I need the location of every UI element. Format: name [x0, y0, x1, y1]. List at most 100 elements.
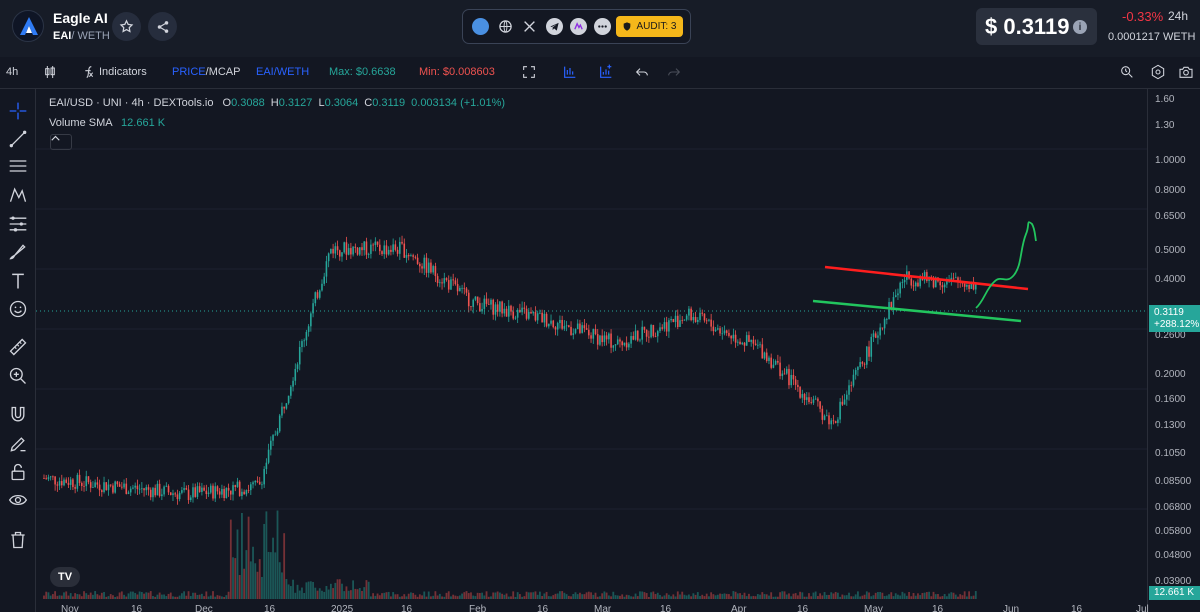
- fx-icon[interactable]: [80, 64, 96, 80]
- trash-icon[interactable]: [8, 530, 28, 550]
- volume-bar: [152, 595, 154, 599]
- candle-body: [688, 308, 690, 316]
- candle-body: [118, 484, 121, 487]
- tradingview-logo[interactable]: TV: [50, 567, 80, 587]
- bar-chart-icon[interactable]: [562, 64, 578, 80]
- fullscreen-icon[interactable]: [521, 64, 537, 80]
- volume-bar: [897, 594, 899, 599]
- candle-body: [643, 326, 646, 330]
- candle-body: [703, 313, 706, 321]
- collapse-legend-button[interactable]: [50, 134, 72, 150]
- unlock-icon[interactable]: [8, 462, 28, 482]
- camera-icon[interactable]: [1178, 64, 1194, 80]
- trend-line-icon[interactable]: [8, 129, 28, 149]
- candle-body: [58, 481, 61, 486]
- volume-bar: [725, 593, 728, 599]
- chart-legend: EAI/USD · UNI · 4h · DEXTools.io O0.3088…: [49, 97, 505, 109]
- candle-body: [390, 249, 392, 252]
- legend-change: 0.003134 (+1.01%): [411, 97, 506, 109]
- indicators-button[interactable]: Indicators: [99, 66, 147, 78]
- price-mcap-toggle[interactable]: PRICE/MCAP: [172, 66, 240, 78]
- quick-search-icon[interactable]: [1119, 64, 1135, 80]
- candle-body: [63, 479, 65, 486]
- pattern-icon[interactable]: [8, 185, 28, 205]
- candle-body: [414, 256, 417, 258]
- volume-bar: [352, 580, 355, 599]
- volume-bar: [427, 591, 430, 599]
- magnet-icon[interactable]: [8, 405, 28, 425]
- volume-bar: [405, 596, 408, 599]
- candle-body: [294, 368, 297, 381]
- eye-icon[interactable]: [8, 490, 28, 510]
- brush-icon[interactable]: [8, 242, 28, 262]
- price-axis[interactable]: 1.60 1.30 1.0000 0.8000 0.6500 0.5000 0.4000 0.…: [1147, 89, 1200, 612]
- more-icon[interactable]: [594, 18, 611, 35]
- candle-body: [52, 476, 54, 478]
- volume-bar: [98, 595, 101, 599]
- candle-body: [112, 485, 114, 493]
- website-icon[interactable]: [472, 18, 489, 35]
- candle-body: [628, 343, 630, 348]
- candle-body: [447, 280, 450, 290]
- redo-icon[interactable]: [666, 64, 682, 80]
- volume-bar: [721, 593, 724, 599]
- ruler-icon[interactable]: [8, 337, 28, 357]
- volume-bar: [238, 575, 241, 599]
- candle-body: [183, 488, 185, 491]
- candle-body: [681, 320, 684, 322]
- volume-bar: [334, 582, 337, 599]
- price-mcap-separator: /: [205, 66, 209, 78]
- globe-icon[interactable]: [497, 18, 514, 35]
- emoji-icon[interactable]: [8, 299, 28, 319]
- candle-type-icon[interactable]: [42, 64, 58, 80]
- time-tick: 16: [797, 604, 809, 612]
- volume-bar: [696, 592, 699, 599]
- candle-body: [883, 319, 886, 329]
- text-icon[interactable]: [8, 271, 28, 291]
- volume-bar: [349, 590, 352, 599]
- pair-toggle[interactable]: EAI/WETH: [256, 66, 310, 78]
- volume-bar: [367, 581, 370, 599]
- candle-body: [512, 311, 515, 319]
- x-twitter-icon[interactable]: [521, 18, 538, 35]
- volume-bar: [812, 592, 815, 599]
- volume-bar: [249, 561, 252, 599]
- volume-bar: [167, 593, 170, 599]
- candle-body: [952, 277, 955, 279]
- fib-icon[interactable]: [8, 214, 28, 234]
- info-icon[interactable]: i: [1073, 20, 1087, 34]
- interval-selector[interactable]: 4h: [6, 66, 19, 78]
- volume-bar: [790, 596, 793, 599]
- time-tick: 16: [1071, 604, 1083, 612]
- horizontal-lines-icon[interactable]: [8, 156, 28, 176]
- favorite-button[interactable]: [112, 12, 141, 41]
- settings-icon[interactable]: [1150, 64, 1166, 80]
- volume-bar: [656, 592, 659, 599]
- lock-drawing-icon[interactable]: [8, 434, 28, 454]
- candle-body: [712, 326, 715, 332]
- volume-bar: [483, 595, 486, 599]
- crosshair-icon[interactable]: [8, 101, 28, 121]
- volume-bar: [917, 593, 919, 599]
- price-tick: 0.4000: [1155, 274, 1186, 285]
- volume-bar: [759, 594, 761, 599]
- candle-body: [592, 329, 595, 339]
- legend-l-label: L: [318, 97, 325, 109]
- telegram-icon[interactable]: [546, 18, 563, 35]
- candle-body: [805, 397, 808, 400]
- candle-body: [87, 476, 90, 483]
- candle-body: [596, 334, 599, 345]
- dextools-icon[interactable]: [570, 18, 587, 35]
- volume-bar: [972, 595, 975, 599]
- candle-body: [579, 323, 581, 333]
- chart-canvas[interactable]: [36, 89, 1147, 612]
- price-chart[interactable]: EAI/USD · UNI · 4h · DEXTools.io O0.3088…: [36, 89, 1147, 612]
- audit-badge[interactable]: AUDIT: 3: [616, 16, 683, 37]
- share-button[interactable]: [148, 12, 177, 41]
- undo-icon[interactable]: [634, 64, 650, 80]
- time-tick: Mar: [594, 604, 612, 612]
- compare-chart-icon[interactable]: [598, 64, 614, 80]
- zoom-in-icon[interactable]: [8, 366, 28, 386]
- volume-bar: [418, 594, 421, 599]
- volume-bar: [590, 592, 592, 599]
